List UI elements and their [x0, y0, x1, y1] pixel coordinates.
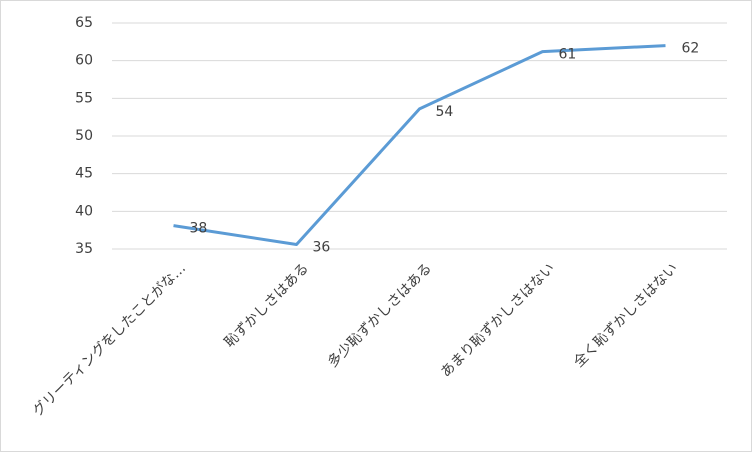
y-tick-label: 55	[75, 90, 93, 106]
data-label: 54	[436, 104, 454, 120]
data-label: 36	[313, 239, 331, 255]
y-tick-label: 65	[75, 15, 93, 31]
data-label: 61	[559, 47, 577, 63]
data-line	[173, 44, 666, 246]
y-tick-label: 60	[75, 53, 93, 69]
y-tick-label: 45	[75, 166, 93, 182]
y-tick-label: 50	[75, 128, 93, 144]
data-label: 38	[190, 221, 208, 237]
y-tick-label: 40	[75, 203, 93, 219]
y-tick-label: 35	[75, 241, 93, 257]
data-label: 62	[682, 41, 700, 57]
